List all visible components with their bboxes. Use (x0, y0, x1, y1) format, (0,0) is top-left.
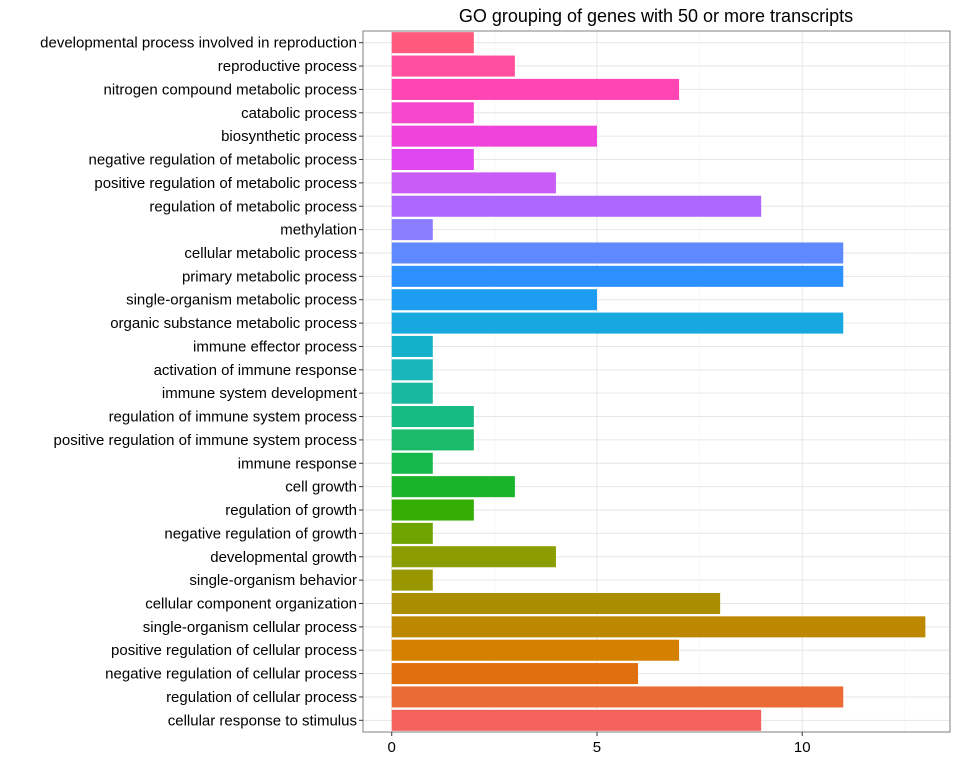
category-label: methylation (280, 222, 357, 239)
bar (391, 546, 556, 568)
bar (391, 55, 515, 77)
bar (391, 172, 556, 194)
bar (391, 149, 474, 171)
bar (391, 429, 474, 451)
category-label: cellular metabolic process (184, 245, 357, 262)
category-label: single-organism cellular process (143, 619, 357, 636)
bar (391, 265, 844, 287)
bar (391, 359, 433, 381)
category-label: single-organism behavior (189, 572, 357, 589)
bar (391, 219, 433, 241)
bar (391, 382, 433, 404)
bar (391, 335, 433, 357)
category-label: immune effector process (193, 338, 357, 355)
x-tick-label: 10 (794, 739, 811, 756)
category-label: negative regulation of metabolic process (89, 152, 358, 169)
x-axis: 0 5 10 (388, 732, 811, 756)
bar (391, 32, 474, 54)
bar (391, 312, 844, 334)
bar (391, 616, 926, 638)
category-label: single-organism metabolic process (126, 292, 357, 309)
category-label: biosynthetic process (221, 128, 357, 145)
bars (391, 32, 926, 731)
category-label: immune system development (162, 385, 358, 402)
category-label: regulation of cellular process (166, 689, 357, 706)
category-label: reproductive process (218, 58, 357, 75)
bar (391, 102, 474, 124)
category-label: positive regulation of cellular process (111, 642, 357, 659)
category-label: regulation of growth (225, 502, 357, 519)
bar (391, 663, 639, 685)
category-label: positive regulation of immune system pro… (54, 432, 357, 449)
category-label: cellular component organization (145, 595, 357, 612)
category-label: primary metabolic process (182, 268, 357, 285)
category-label: negative regulation of growth (164, 525, 357, 542)
category-label: positive regulation of metabolic process (94, 175, 357, 192)
chart-title: GO grouping of genes with 50 or more tra… (459, 6, 853, 26)
category-label: negative regulation of cellular process (105, 666, 357, 683)
category-label: nitrogen compound metabolic process (104, 81, 357, 98)
category-label: catabolic process (241, 105, 357, 122)
category-label: immune response (238, 455, 357, 472)
category-label: regulation of immune system process (109, 409, 357, 426)
category-label: developmental process involved in reprod… (40, 35, 357, 52)
category-labels: developmental process involved in reprod… (40, 35, 363, 729)
bar (391, 709, 762, 731)
category-label: cellular response to stimulus (168, 712, 357, 729)
category-label: cell growth (285, 479, 357, 496)
bar (391, 78, 680, 100)
bar (391, 522, 433, 544)
bar (391, 195, 762, 217)
category-label: regulation of metabolic process (149, 198, 357, 215)
category-label: organic substance metabolic process (110, 315, 357, 332)
x-tick-label: 5 (593, 739, 601, 756)
bar (391, 452, 433, 474)
x-tick-label: 0 (388, 739, 396, 756)
category-label: activation of immune response (154, 362, 357, 379)
plot-border (362, 30, 951, 733)
bar (391, 639, 680, 661)
bar (391, 476, 515, 498)
category-label: developmental growth (210, 549, 357, 566)
bar (391, 686, 844, 708)
bar (391, 569, 433, 591)
bar (391, 499, 474, 521)
bar (391, 125, 597, 147)
bar (391, 242, 844, 264)
bar (391, 592, 721, 614)
bar (391, 406, 474, 428)
bar (391, 289, 597, 311)
